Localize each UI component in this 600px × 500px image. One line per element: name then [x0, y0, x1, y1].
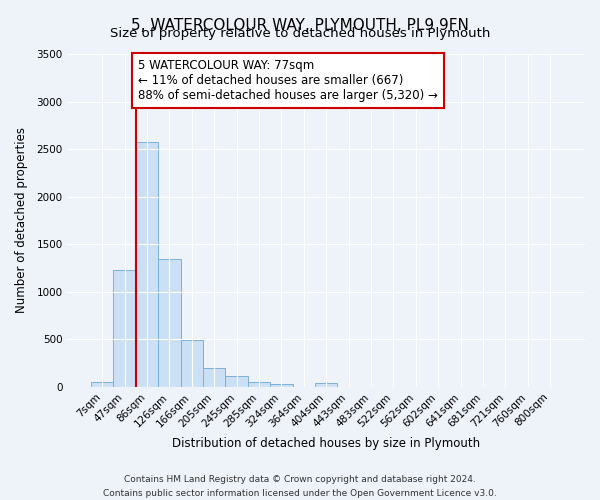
Bar: [226, 376, 248, 387]
Text: Contains HM Land Registry data © Crown copyright and database right 2024.
Contai: Contains HM Land Registry data © Crown c…: [103, 476, 497, 498]
Bar: [91, 382, 113, 387]
Bar: [181, 340, 203, 387]
Text: 5, WATERCOLOUR WAY, PLYMOUTH, PL9 9FN: 5, WATERCOLOUR WAY, PLYMOUTH, PL9 9FN: [131, 18, 469, 32]
Bar: [136, 142, 158, 387]
Bar: [248, 382, 270, 387]
Bar: [203, 368, 226, 387]
Text: 5 WATERCOLOUR WAY: 77sqm
← 11% of detached houses are smaller (667)
88% of semi-: 5 WATERCOLOUR WAY: 77sqm ← 11% of detach…: [138, 59, 438, 102]
X-axis label: Distribution of detached houses by size in Plymouth: Distribution of detached houses by size …: [172, 437, 480, 450]
Bar: [270, 384, 293, 387]
Bar: [315, 383, 337, 387]
Bar: [113, 270, 136, 387]
Bar: [158, 258, 181, 387]
Y-axis label: Number of detached properties: Number of detached properties: [15, 128, 28, 314]
Text: Size of property relative to detached houses in Plymouth: Size of property relative to detached ho…: [110, 28, 490, 40]
